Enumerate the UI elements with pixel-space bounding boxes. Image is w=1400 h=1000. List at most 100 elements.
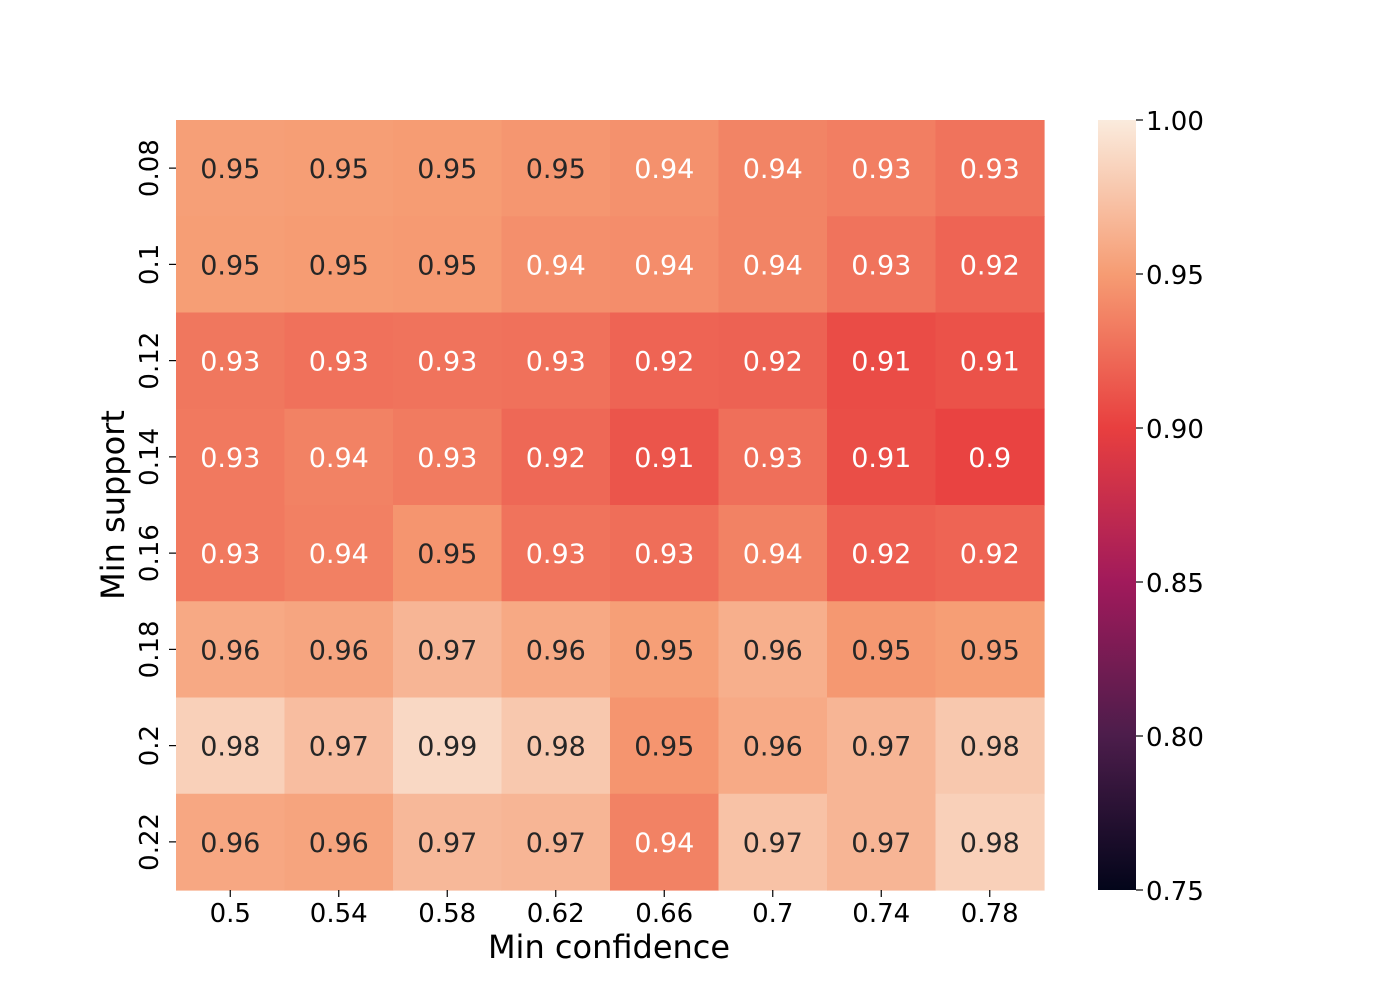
heatmap-cell — [393, 216, 503, 314]
cell-value-label: 0.96 — [309, 828, 369, 859]
heatmap-cell — [176, 408, 286, 506]
cell-value-label: 0.94 — [743, 154, 803, 185]
x-axis-label: Min confidence — [488, 928, 730, 966]
heatmap-cell-labels: 0.95 0.95 0.95 0.95 0.94 0.94 0.93 0.93 0.95 0.95… — [200, 154, 1020, 859]
cell-value-label: 0.95 — [417, 250, 477, 281]
colorbar-ticks: 0.75 0.80 0.85 0.90 0.95 1.00 — [1136, 107, 1204, 907]
heatmap-cell — [610, 601, 720, 699]
cell-value-label: 0.92 — [634, 347, 694, 378]
cell-value-label: 0.93 — [417, 347, 477, 378]
heatmap-cell — [827, 697, 937, 795]
cell-value-label: 0.95 — [526, 154, 586, 185]
heatmap-cell — [827, 505, 937, 602]
x-tick-label: 0.74 — [852, 899, 910, 929]
colorbar-tick-label: 1.00 — [1146, 107, 1204, 137]
x-tick-label: 0.54 — [310, 899, 368, 929]
cell-value-label: 0.98 — [526, 732, 586, 763]
cell-value-label: 0.93 — [200, 347, 260, 378]
heatmap-cell — [827, 793, 937, 891]
cell-value-label: 0.94 — [634, 250, 694, 281]
y-tick-label: 0.12 — [135, 332, 165, 390]
cell-value-label: 0.92 — [960, 539, 1020, 570]
cell-value-label: 0.93 — [960, 154, 1020, 185]
cell-value-label: 0.93 — [743, 443, 803, 474]
heatmap-cell — [718, 408, 828, 506]
colorbar-tick-label: 0.85 — [1146, 569, 1204, 599]
cell-value-label: 0.91 — [851, 443, 911, 474]
cell-value-label: 0.92 — [526, 443, 586, 474]
cell-value-label: 0.94 — [309, 539, 369, 570]
cell-value-label: 0.97 — [417, 828, 477, 859]
heatmap-cell — [935, 216, 1045, 314]
cell-value-label: 0.94 — [309, 443, 369, 474]
heatmap-cell — [284, 408, 394, 506]
cell-value-label: 0.97 — [526, 828, 586, 859]
cell-value-label: 0.93 — [417, 443, 477, 474]
cell-value-label: 0.97 — [743, 828, 803, 859]
heatmap-cell — [718, 697, 828, 795]
heatmap-cell — [393, 793, 503, 891]
cell-value-label: 0.97 — [851, 828, 911, 859]
cell-value-label: 0.94 — [743, 250, 803, 281]
heatmap-cell — [610, 120, 720, 217]
cell-value-label: 0.98 — [960, 828, 1020, 859]
heatmap-cell — [393, 312, 503, 410]
cell-value-label: 0.93 — [634, 539, 694, 570]
heatmap-cell — [827, 601, 937, 699]
heatmap-cell — [718, 120, 828, 217]
heatmap-cell — [501, 312, 611, 410]
cell-value-label: 0.94 — [743, 539, 803, 570]
cell-value-label: 0.95 — [634, 635, 694, 666]
heatmap-cell — [935, 793, 1045, 891]
heatmap-cell — [935, 601, 1045, 699]
cell-value-label: 0.98 — [200, 732, 260, 763]
cell-value-label: 0.95 — [851, 635, 911, 666]
heatmap-cell — [610, 216, 720, 314]
colorbar-tick-label: 0.95 — [1146, 261, 1204, 291]
cell-value-label: 0.92 — [960, 250, 1020, 281]
heatmap-cell — [284, 216, 394, 314]
heatmap-cell — [284, 793, 394, 891]
heatmap-cell — [718, 601, 828, 699]
cell-value-label: 0.91 — [851, 347, 911, 378]
heatmap-cell — [718, 216, 828, 314]
x-tick-label: 0.78 — [961, 899, 1019, 929]
heatmap-cell — [718, 505, 828, 602]
cell-value-label: 0.96 — [309, 635, 369, 666]
y-tick-label: 0.14 — [135, 428, 165, 486]
heatmap-cell — [935, 697, 1045, 795]
heatmap-cell — [176, 793, 286, 891]
y-axis-label: Min support — [94, 410, 132, 600]
heatmap-cell — [501, 793, 611, 891]
x-tick-label: 0.62 — [527, 899, 585, 929]
cell-value-label: 0.93 — [526, 539, 586, 570]
heatmap-cell — [393, 120, 503, 217]
cell-value-label: 0.92 — [743, 347, 803, 378]
cell-value-label: 0.94 — [634, 154, 694, 185]
y-axis-ticks: 0.08 0.1 0.12 0.14 0.16 0.18 0.2 0.22 — [135, 139, 176, 871]
cell-value-label: 0.95 — [200, 154, 260, 185]
cell-value-label: 0.94 — [634, 828, 694, 859]
heatmap-cell — [827, 120, 937, 217]
y-tick-label: 0.22 — [135, 813, 165, 871]
x-axis-ticks: 0.5 0.54 0.58 0.62 0.66 0.7 0.74 0.78 — [210, 890, 1019, 929]
y-tick-label: 0.18 — [135, 620, 165, 678]
heatmap-cell — [935, 312, 1045, 410]
heatmap-cell — [176, 505, 286, 602]
cell-value-label: 0.99 — [417, 732, 477, 763]
x-tick-label: 0.5 — [210, 899, 251, 929]
heatmap-cell — [393, 505, 503, 602]
cell-value-label: 0.91 — [634, 443, 694, 474]
heatmap-cell — [284, 697, 394, 795]
heatmap-cell — [501, 216, 611, 314]
cell-value-label: 0.95 — [200, 250, 260, 281]
heatmap-cell — [393, 601, 503, 699]
heatmap-cell — [935, 505, 1045, 602]
heatmap-cell — [176, 312, 286, 410]
cell-value-label: 0.93 — [200, 443, 260, 474]
cell-value-label: 0.96 — [743, 732, 803, 763]
heatmap-cell — [827, 408, 937, 506]
heatmap-cell — [176, 601, 286, 699]
cell-value-label: 0.93 — [526, 347, 586, 378]
